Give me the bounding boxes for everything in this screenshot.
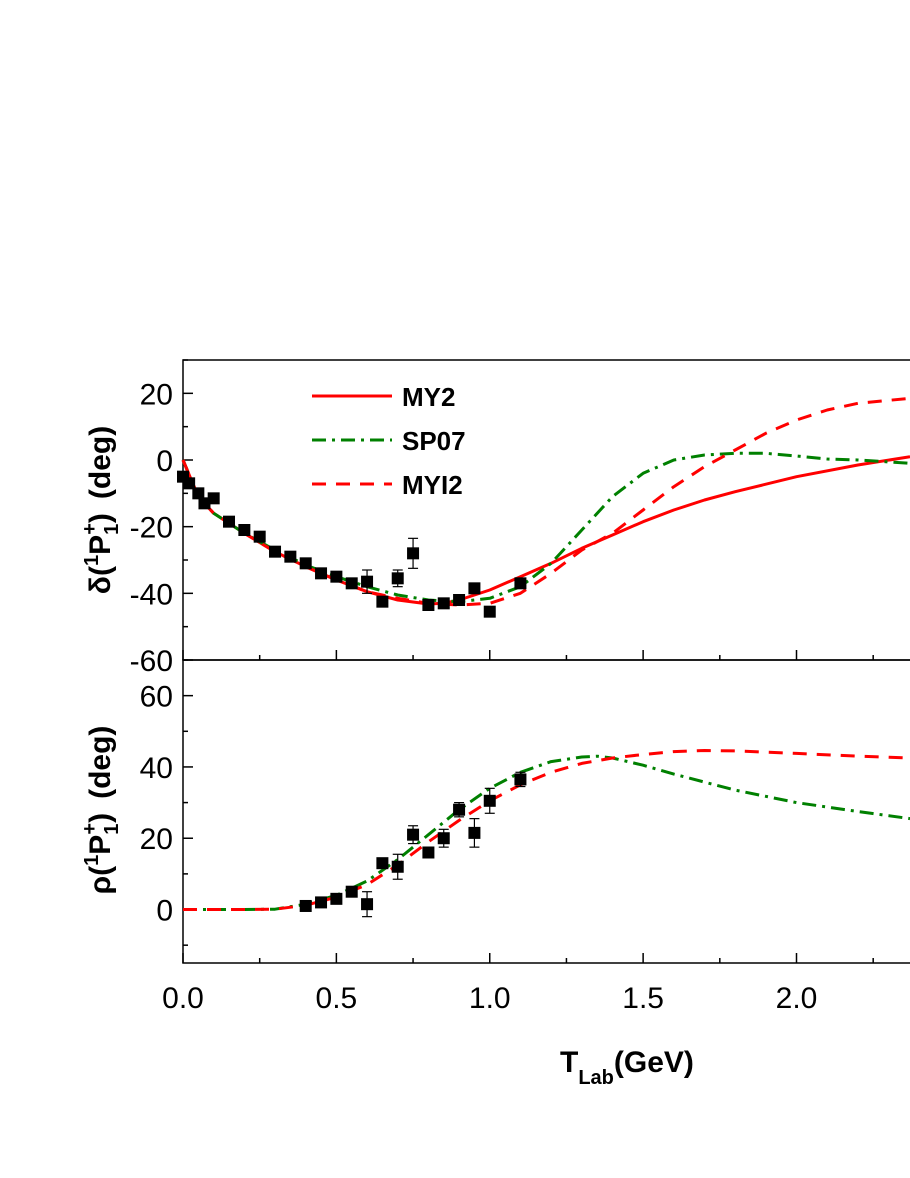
top-y-tick-label: -60 [130, 645, 173, 678]
bottom-data-point [407, 828, 420, 841]
xlabel-sub: Lab [578, 1067, 614, 1089]
top-series-my2 [181, 455, 910, 606]
top-ylabel-unit: (deg) [84, 426, 117, 499]
bottom-ylabel-unit: (deg) [84, 726, 117, 799]
top-y-tick-label: -40 [130, 578, 173, 611]
top-data-point [198, 497, 211, 510]
x-tick-label: 1.5 [622, 982, 664, 1015]
bottom-data-point [315, 896, 328, 909]
bottom-ylabel-sup1: 1 [81, 855, 103, 866]
top-ylabel-prefix: δ( [84, 566, 117, 594]
top-plot-frame [182, 359, 910, 661]
top-ylabel-main: P [84, 535, 117, 555]
top-data-point [183, 477, 196, 490]
top-ylabel-suffix: ) [84, 513, 117, 523]
top-y-tick-label: -20 [130, 512, 173, 545]
bottom-y-tick-label: 40 [140, 752, 173, 785]
top-data-point [269, 545, 282, 558]
bottom-series-sp07 [183, 754, 910, 911]
x-tick-label: 1.0 [469, 982, 511, 1015]
top-data-point [223, 515, 236, 528]
bottom-panel: 60 40 20 0 0.0 0.5 1.0 1.5 2.0 [140, 659, 910, 1015]
bottom-data-point [361, 898, 374, 911]
x-tick-label: 2.0 [776, 982, 818, 1015]
bottom-data-point [468, 826, 481, 839]
top-data-point [345, 577, 358, 590]
top-data-point [437, 597, 450, 610]
bottom-y-axis-title: ρ(1P1+)(deg) [79, 726, 123, 895]
bottom-ylabel-suffix: ) [84, 813, 117, 823]
bottom-data-point [514, 773, 527, 786]
top-data-point [207, 492, 220, 505]
top-data-point [391, 572, 404, 585]
top-data-point [483, 605, 496, 618]
bottom-series-myi2 [183, 749, 910, 911]
bottom-ylabel-sup2: + [79, 823, 101, 835]
bottom-y-tick-label: 0 [156, 895, 173, 928]
top-data-point [453, 594, 466, 606]
bottom-data-point [453, 803, 466, 816]
bottom-ylabel-sub: 1 [101, 824, 123, 835]
bottom-y-tick-label: 60 [140, 681, 173, 714]
bottom-data-point [483, 794, 496, 807]
bottom-data-point [391, 860, 404, 873]
top-data-point [407, 547, 420, 560]
bottom-data-point [437, 832, 450, 845]
bottom-ylabel-main: P [84, 835, 117, 855]
top-data-point [376, 595, 389, 608]
top-data-point [284, 550, 297, 563]
top-data-point [422, 599, 435, 611]
legend-label-my2: MY2 [402, 382, 455, 412]
top-panel: 20 0 -20 -40 -60 [130, 359, 910, 678]
top-y-tick-label: 0 [156, 445, 173, 478]
bottom-ylabel-prefix: ρ( [84, 866, 117, 895]
bottom-data-point [345, 885, 358, 898]
legend-label-myi2: MYI2 [402, 470, 463, 500]
top-ylabel-sup2: + [79, 523, 101, 535]
x-tick-label: 0.5 [316, 982, 358, 1015]
bottom-data-point [376, 857, 389, 870]
bottom-data-point [330, 892, 343, 905]
top-y-tick-label: 20 [140, 378, 173, 411]
top-data-point [468, 582, 481, 595]
top-data-point [361, 575, 374, 588]
legend: MY2 SP07 MYI2 [312, 382, 466, 500]
top-series-myi2 [181, 396, 910, 607]
top-data-point [514, 577, 527, 590]
bottom-data-point [299, 899, 312, 912]
bottom-data-point [422, 846, 435, 859]
x-tick-label: 0.0 [162, 982, 204, 1015]
x-axis-title: TLab(GeV) [560, 1046, 694, 1089]
top-y-axis-title: δ(1P1+)(deg) [79, 426, 123, 594]
top-data-point [299, 557, 312, 570]
legend-label-sp07: SP07 [402, 426, 466, 456]
top-data-point [192, 487, 205, 500]
top-ylabel-sub: 1 [101, 524, 123, 535]
bottom-plot-frame [182, 659, 910, 964]
top-data-point [330, 570, 343, 583]
bottom-y-tick-label: 20 [140, 823, 173, 856]
top-data-point [238, 524, 251, 536]
xlabel-main: T [560, 1046, 578, 1079]
xlabel-suffix: (GeV) [614, 1046, 694, 1079]
top-ylabel-sup1: 1 [81, 555, 103, 566]
top-data-point [253, 530, 266, 543]
top-data-point [315, 567, 328, 580]
